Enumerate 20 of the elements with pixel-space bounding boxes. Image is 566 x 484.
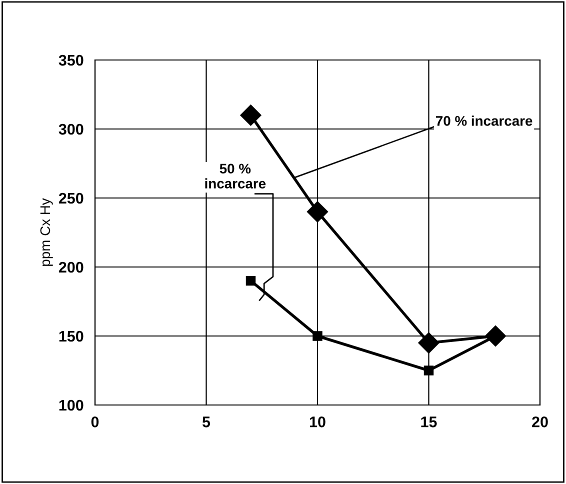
y-tick-label: 250 bbox=[58, 192, 84, 204]
annotation: 70 % incarcare bbox=[436, 116, 532, 126]
point bbox=[312, 331, 322, 341]
x-tick-label: 15 bbox=[421, 416, 437, 428]
y-tick-label: 100 bbox=[59, 400, 84, 411]
x-tick-label: 10 bbox=[310, 416, 326, 428]
y-tick-label: 200 bbox=[58, 262, 84, 273]
point bbox=[306, 201, 328, 222]
point bbox=[418, 332, 440, 354]
y-axis-title: ppm Cx Hy bbox=[40, 198, 53, 266]
x-tick-label: 5 bbox=[202, 416, 210, 428]
point bbox=[246, 276, 256, 286]
y-tick-label: 300 bbox=[58, 124, 84, 135]
y-tick-label: 150 bbox=[59, 330, 84, 342]
annotation: 50 % incarcare bbox=[205, 164, 266, 189]
x-tick-label: 20 bbox=[532, 416, 548, 428]
point bbox=[240, 104, 262, 126]
x-tick-label: 0 bbox=[91, 416, 99, 428]
y-tick-label: 350 bbox=[58, 54, 84, 66]
point bbox=[424, 366, 434, 376]
